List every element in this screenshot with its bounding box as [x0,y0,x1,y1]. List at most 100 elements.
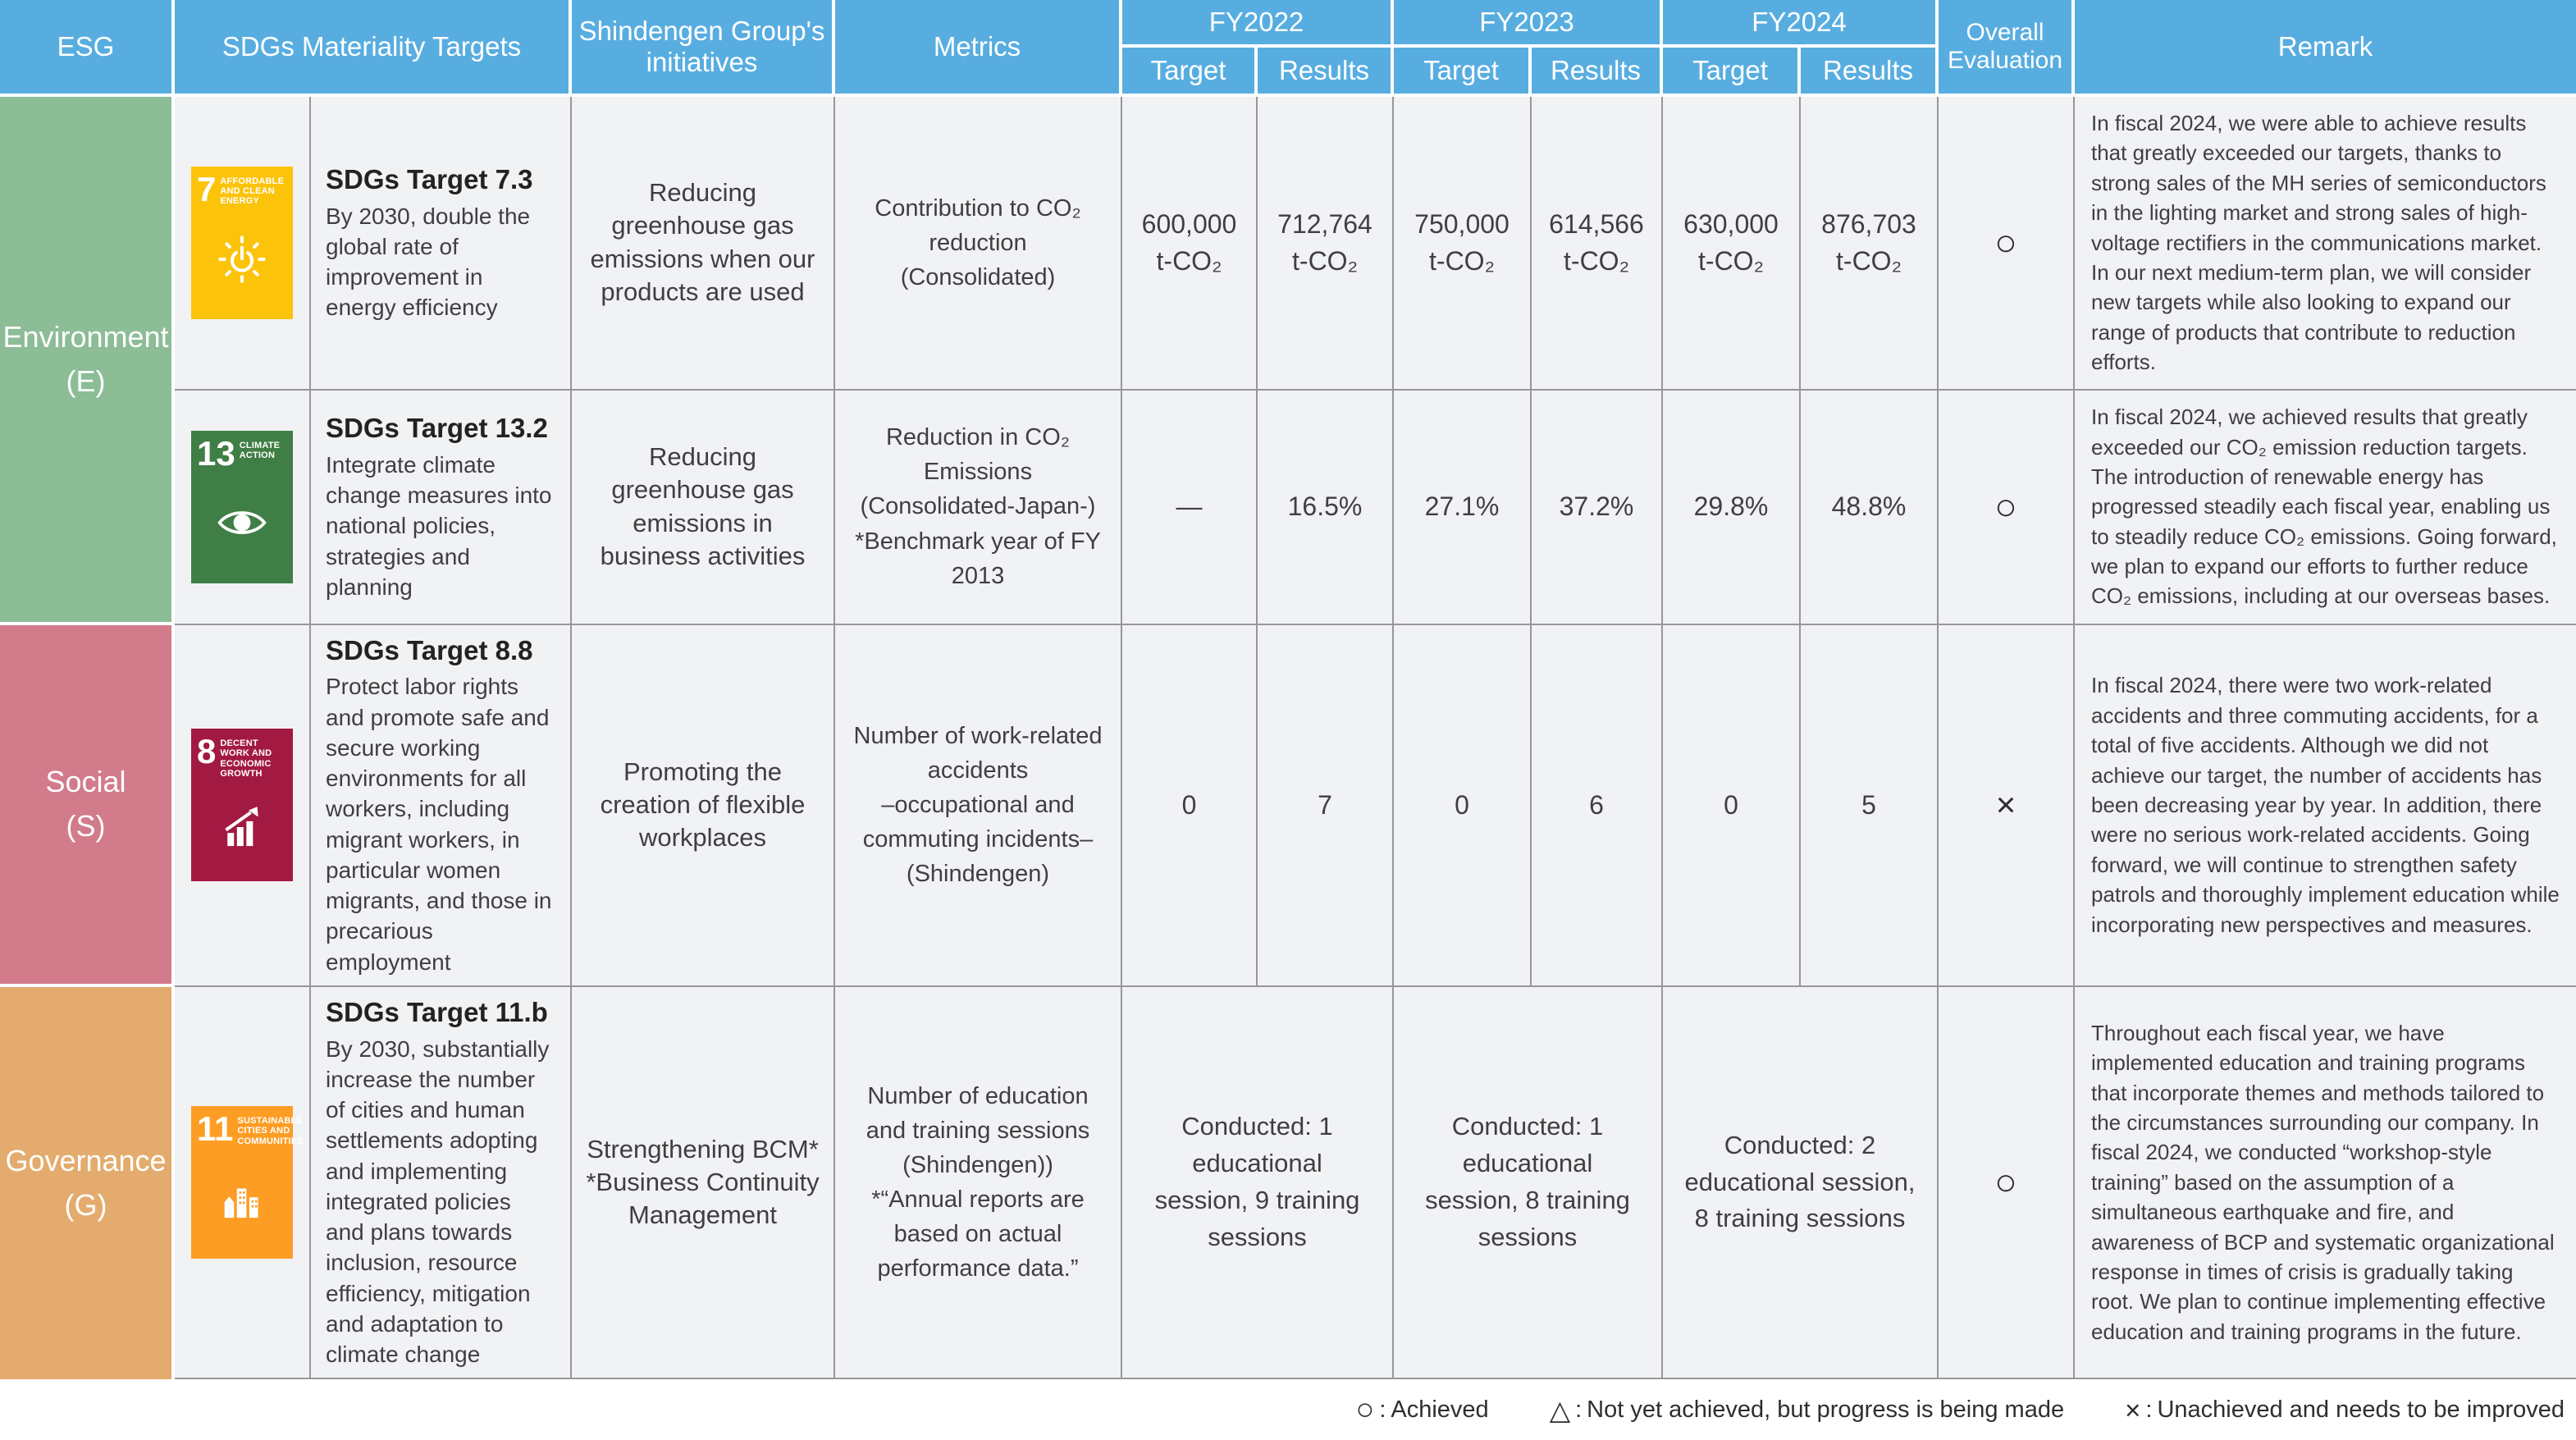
category-social: Social (S) [0,624,175,987]
sdg13-tile-cell: 13 CLIMATE ACTION [175,390,311,625]
sdg11-number: 11 [197,1109,234,1148]
initiative-cell: Promoting the creation of flexible workp… [572,624,835,987]
sdg-target-title: SDGs Target 8.8 [326,634,533,665]
fy2023-target-value: 750,000 t-CO₂ [1394,97,1532,391]
city-buildings-icon [197,1146,287,1252]
category-governance: Governance (G) [0,986,175,1380]
legend-label: Unachieved and needs to be improved [2157,1396,2565,1423]
legend-colon: : [1575,1396,1583,1423]
header-sdgs-targets: SDGs Materiality Targets [175,0,572,97]
sdg8-decent-work-icon: 8 DECENT WORK AND ECONOMIC GROWTH [191,729,293,882]
remark-cell: In fiscal 2024, there were two work-rela… [2075,624,2576,987]
sdg-target-title: SDGs Target 7.3 [326,163,533,194]
fy2024-results-value: 876,703 t-CO₂ [1801,97,1939,391]
overall-evaluation-mark: ○ [1939,97,2075,391]
fy2022-results-value: 16.5% [1258,390,1394,625]
fy2024-results-value: 48.8% [1801,390,1939,625]
sdg-target-desc: Integrate climate change measures into n… [326,451,552,600]
climate-eye-icon [197,469,287,576]
fy2022-target-value: — [1122,390,1258,625]
fy2022-target-value: 600,000 t-CO₂ [1122,97,1258,391]
metric-cell: Contribution to CO₂ reduction (Consolida… [835,97,1122,391]
sdg7-label: AFFORDABLE AND CLEAN ENERGY [220,176,285,207]
sdg-target-desc: By 2030, substantially increase the numb… [326,1035,550,1367]
overall-evaluation-mark: ○ [1939,986,2075,1380]
sun-power-icon [197,207,287,313]
overall-evaluation-mark: × [1939,624,2075,987]
header-fy2024-target: Target [1663,48,1801,97]
sdg11-label: SUSTAINABLE CITIES AND COMMUNITIES [237,1115,304,1146]
initiative-cell: Reducing greenhouse gas emissions when o… [572,97,835,391]
overall-evaluation-mark: ○ [1939,390,2075,625]
sdg7-tile-cell: 7 AFFORDABLE AND CLEAN ENERGY [175,97,311,391]
header-esg: ESG [0,0,175,97]
sdg13-number: 13 [197,433,235,473]
fy2023-results-value: 37.2% [1532,390,1663,625]
fy2022-merged-value: Conducted: 1 educational session, 9 trai… [1122,986,1394,1380]
sdg-target-desc: Protect labor rights and promote safe an… [326,674,552,975]
legend-unachieved: ×: Unachieved and needs to be improved [2125,1397,2565,1424]
circle-icon: ○ [1355,1392,1375,1428]
fy2022-results-value: 712,764 t-CO₂ [1258,97,1394,391]
header-fy2023-target: Target [1394,48,1532,97]
sdg8-label: DECENT WORK AND ECONOMIC GROWTH [220,738,272,779]
table-row: 13 CLIMATE ACTION SDGs Target 13.2 Integ… [0,390,2576,625]
sdg-target-cell: SDGs Target 13.2 Integrate climate chang… [311,390,572,625]
sdg7-affordable-clean-energy-icon: 7 AFFORDABLE AND CLEAN ENERGY [191,166,293,319]
triangle-icon: △ [1549,1394,1571,1425]
header-fy2023-results: Results [1532,48,1663,97]
sdg8-tile-cell: 8 DECENT WORK AND ECONOMIC GROWTH [175,624,311,987]
fy2024-target-value: 630,000 t-CO₂ [1663,97,1801,391]
cross-icon: × [2125,1394,2141,1425]
header-remark: Remark [2075,0,2576,97]
sdg8-number: 8 [197,732,217,771]
metric-cell: Reduction in CO₂ Emissions (Consolidated… [835,390,1122,625]
table-row: Governance (G) 11 SUSTAINABLE CITIES AND… [0,986,2576,1380]
sdg-target-cell: SDGs Target 11.b By 2030, substantially … [311,986,572,1380]
fy2023-results-value: 6 [1532,624,1663,987]
header-overall-evaluation: Overall Evaluation [1939,0,2075,97]
sdg-target-title: SDGs Target 11.b [326,996,548,1027]
legend-colon: : [2145,1396,2153,1423]
category-environment: Environment (E) [0,97,175,625]
remark-cell: In fiscal 2024, we achieved results that… [2075,390,2576,625]
fy2022-target-value: 0 [1122,624,1258,987]
sdg13-climate-action-icon: 13 CLIMATE ACTION [191,430,293,583]
growth-chart-icon [197,779,287,875]
fy2023-target-value: 0 [1394,624,1532,987]
initiative-cell: Reducing greenhouse gas emissions in bus… [572,390,835,625]
legend-label: Achieved [1391,1396,1489,1423]
sdg7-number: 7 [197,169,217,208]
sdg-target-title: SDGs Target 13.2 [326,412,548,443]
fy2023-merged-value: Conducted: 1 educational session, 8 trai… [1394,986,1663,1380]
esg-materiality-table: ESG SDGs Materiality Targets Shindengen … [0,0,2576,1380]
evaluation-legend: ○: Achieved △: Not yet achieved, but pro… [0,1379,2576,1440]
initiative-cell: Strengthening BCM* *Business Continuity … [572,986,835,1380]
fy2023-target-value: 27.1% [1394,390,1532,625]
fy2022-results-value: 7 [1258,624,1394,987]
header-fy2024: FY2024 [1663,0,1939,48]
metric-cell: Number of education and training session… [835,986,1122,1380]
header-initiatives: Shindengen Group's initiatives [572,0,835,97]
table-row: Social (S) 8 DECENT WORK AND ECONOMIC GR… [0,624,2576,987]
sdg11-sustainable-cities-icon: 11 SUSTAINABLE CITIES AND COMMUNITIES [191,1105,304,1259]
sdg-target-cell: SDGs Target 7.3 By 2030, double the glob… [311,97,572,391]
legend-progress: △: Not yet achieved, but progress is bei… [1550,1397,2064,1424]
fy2024-target-value: 0 [1663,624,1801,987]
fy2023-results-value: 614,566 t-CO₂ [1532,97,1663,391]
header-fy2024-results: Results [1801,48,1939,97]
legend-achieved: ○: Achieved [1355,1394,1488,1425]
header-metrics: Metrics [835,0,1122,97]
sdg-target-cell: SDGs Target 8.8 Protect labor rights and… [311,624,572,987]
legend-label: Not yet achieved, but progress is being … [1587,1396,2065,1423]
sdg-target-desc: By 2030, double the global rate of impro… [326,203,531,321]
sdg11-tile-cell: 11 SUSTAINABLE CITIES AND COMMUNITIES [175,986,311,1380]
remark-cell: Throughout each fiscal year, we have imp… [2075,986,2576,1380]
sdg13-label: CLIMATE ACTION [239,440,281,460]
remark-cell: In fiscal 2024, we were able to achieve … [2075,97,2576,391]
metric-cell: Number of work-related accidents –occupa… [835,624,1122,987]
fy2024-merged-value: Conducted: 2 educational session, 8 trai… [1663,986,1939,1380]
table-row: Environment (E) 7 AFFORDABLE AND CLEAN E… [0,97,2576,625]
fy2024-target-value: 29.8% [1663,390,1801,625]
header-fy2022-results: Results [1258,48,1394,97]
